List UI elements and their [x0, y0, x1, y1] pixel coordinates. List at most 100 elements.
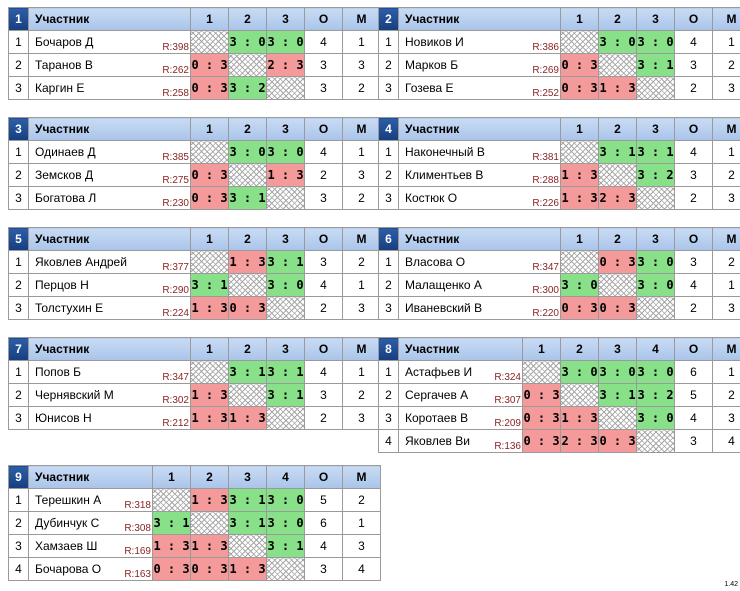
player-name[interactable]: Яковлев Ви	[405, 434, 470, 448]
group-header-row: 6 Участник 1 2 3 О М	[378, 227, 740, 251]
player-name[interactable]: Дубинчук С	[35, 516, 100, 530]
player-name[interactable]: Толстухин Е	[35, 301, 104, 315]
player-name[interactable]: Наконечный В	[405, 145, 485, 159]
match-score: 1 : 3	[190, 406, 229, 430]
self-match-cell	[190, 140, 229, 164]
row-number: 1	[8, 360, 29, 384]
player-name[interactable]: Иваневский В	[405, 301, 483, 315]
player-cell[interactable]: Попов Б R:347	[28, 360, 191, 384]
player-cell[interactable]: Яковлев Ви R:136	[398, 429, 523, 453]
player-name[interactable]: Сергачев А	[405, 388, 469, 402]
place-value: 3	[712, 406, 740, 430]
player-name[interactable]: Климентьев В	[405, 168, 484, 182]
player-name[interactable]: Земсков Д	[35, 168, 94, 182]
match-score: 0 : 3	[152, 557, 191, 581]
player-cell[interactable]: Юнисов Н R:212	[28, 406, 191, 430]
row-number: 2	[378, 163, 399, 187]
match-score: 3 : 0	[598, 30, 637, 54]
player-cell[interactable]: Хамзаев Ш R:169	[28, 534, 153, 558]
points-value: 2	[304, 163, 343, 187]
player-cell[interactable]: Костюк О R:226	[398, 186, 561, 210]
opponent-column-header: 3	[636, 117, 675, 141]
player-name[interactable]: Гозева Е	[405, 81, 454, 95]
player-name[interactable]: Бочаров Д	[35, 35, 94, 49]
match-score: 0 : 3	[560, 76, 599, 100]
match-score: 3 : 1	[228, 186, 267, 210]
player-cell[interactable]: Сергачев А R:307	[398, 383, 523, 407]
player-name[interactable]: Малащенко А	[405, 278, 482, 292]
player-name[interactable]: Власова О	[405, 255, 466, 269]
match-score: 3 : 2	[228, 76, 267, 100]
player-name[interactable]: Коротаев В	[405, 411, 469, 425]
player-rating: R:381	[531, 152, 559, 163]
player-cell[interactable]: Толстухин Е R:224	[28, 296, 191, 320]
place-value: 2	[712, 163, 740, 187]
match-score: 0 : 3	[598, 250, 637, 274]
player-cell[interactable]: Дубинчук С R:308	[28, 511, 153, 535]
player-rating: R:318	[123, 500, 151, 511]
player-name[interactable]: Яковлев Андрей	[35, 255, 127, 269]
player-cell[interactable]: Перцов Н R:290	[28, 273, 191, 297]
player-name[interactable]: Попов Б	[35, 365, 82, 379]
opponent-column-header: 3	[266, 337, 305, 361]
match-score: 3 : 0	[636, 250, 675, 274]
player-cell[interactable]: Власова О R:347	[398, 250, 561, 274]
player-cell[interactable]: Одинаев Д R:385	[28, 140, 191, 164]
player-cell[interactable]: Марков Б R:269	[398, 53, 561, 77]
player-cell[interactable]: Климентьев В R:288	[398, 163, 561, 187]
player-name[interactable]: Костюк О	[405, 191, 458, 205]
row-number: 3	[378, 76, 399, 100]
player-name[interactable]: Богатова Л	[35, 191, 97, 205]
player-cell[interactable]: Гозева Е R:252	[398, 76, 561, 100]
player-cell[interactable]: Таранов В R:262	[28, 53, 191, 77]
player-name[interactable]: Новиков И	[405, 35, 464, 49]
player-name[interactable]: Чернявский М	[35, 388, 114, 402]
player-cell[interactable]: Богатова Л R:230	[28, 186, 191, 210]
match-score: 3 : 0	[266, 511, 305, 535]
player-cell[interactable]: Малащенко А R:300	[398, 273, 561, 297]
player-cell[interactable]: Терешкин А R:318	[28, 488, 153, 512]
player-name[interactable]: Перцов Н	[35, 278, 89, 292]
player-cell[interactable]: Коротаев В R:209	[398, 406, 523, 430]
player-rating: R:163	[123, 569, 151, 580]
opponent-column-header: 1	[190, 227, 229, 251]
player-rating: R:385	[161, 152, 189, 163]
opponent-column-header: 1	[560, 227, 599, 251]
player-name[interactable]: Бочарова О	[35, 562, 102, 576]
place-column-header: М	[712, 117, 740, 141]
player-cell[interactable]: Новиков И R:386	[398, 30, 561, 54]
player-name[interactable]: Терешкин А	[35, 493, 102, 507]
player-name[interactable]: Каргин Е	[35, 81, 85, 95]
player-cell[interactable]: Бочаров Д R:398	[28, 30, 191, 54]
player-name[interactable]: Таранов В	[35, 58, 93, 72]
points-value: 2	[674, 296, 713, 320]
player-cell[interactable]: Яковлев Андрей R:377	[28, 250, 191, 274]
player-cell[interactable]: Бочарова О R:163	[28, 557, 153, 581]
place-value: 2	[342, 186, 381, 210]
match-score: 1 : 3	[190, 383, 229, 407]
player-name[interactable]: Астафьев И	[405, 365, 473, 379]
player-cell[interactable]: Астафьев И R:324	[398, 360, 523, 384]
player-name[interactable]: Юнисов Н	[35, 411, 92, 425]
player-cell[interactable]: Чернявский М R:302	[28, 383, 191, 407]
points-column-header: О	[674, 227, 713, 251]
points-value: 4	[304, 140, 343, 164]
player-name[interactable]: Хамзаев Ш	[35, 539, 98, 553]
player-name[interactable]: Марков Б	[405, 58, 459, 72]
player-cell[interactable]: Каргин Е R:258	[28, 76, 191, 100]
player-cell[interactable]: Иваневский В R:220	[398, 296, 561, 320]
player-rating: R:302	[161, 395, 189, 406]
player-cell[interactable]: Земсков Д R:275	[28, 163, 191, 187]
player-cell[interactable]: Наконечный В R:381	[398, 140, 561, 164]
participant-column-header: Участник	[28, 465, 153, 489]
opponent-column-header: 2	[190, 465, 229, 489]
player-rating: R:347	[161, 372, 189, 383]
row-number: 2	[378, 273, 399, 297]
row-number: 1	[8, 250, 29, 274]
place-value: 1	[712, 140, 740, 164]
player-name[interactable]: Одинаев Д	[35, 145, 96, 159]
